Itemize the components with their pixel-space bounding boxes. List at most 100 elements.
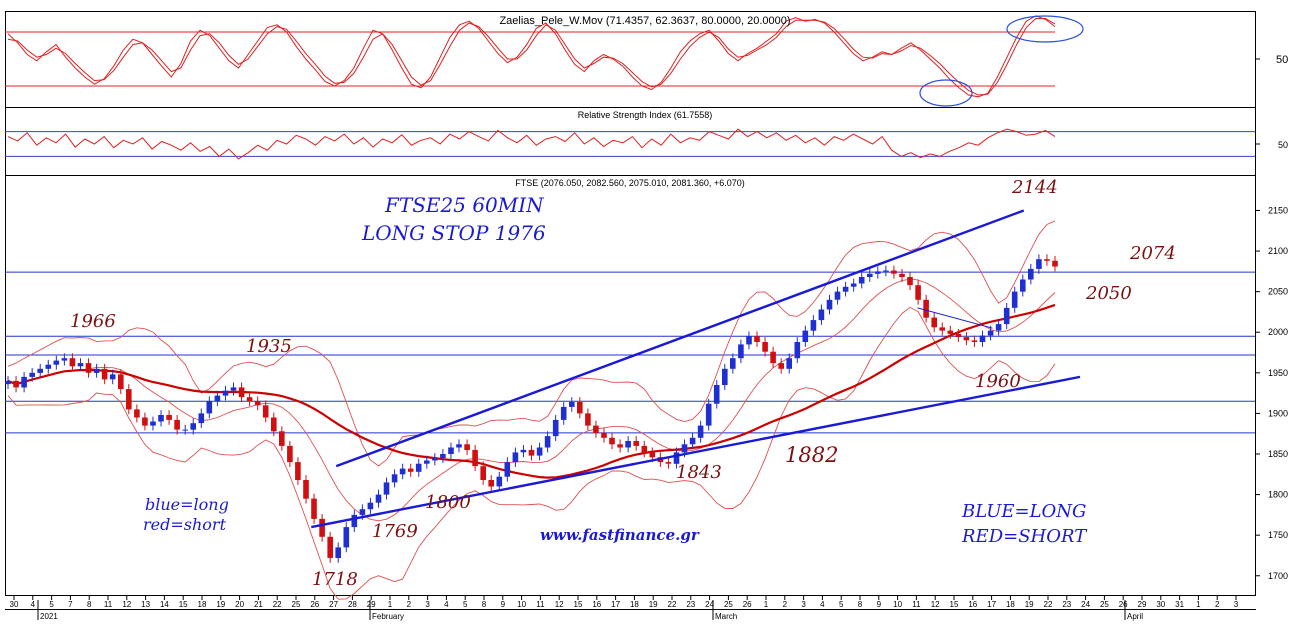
chart-title-line1: FTSE25 60MIN	[384, 193, 545, 217]
x-tick-label-7: 13	[141, 600, 150, 609]
candle-body	[21, 376, 27, 388]
level-2144-label: 2144	[1011, 177, 1058, 198]
candle-body	[271, 417, 277, 432]
candle-body	[77, 363, 84, 367]
candle-body	[206, 401, 213, 414]
month-label-3: April	[1127, 612, 1143, 621]
x-tick-label-20: 1	[388, 600, 393, 609]
candle-body	[415, 463, 422, 472]
x-tick-label-0: 30	[10, 600, 19, 609]
candle-body	[625, 441, 631, 448]
candle-body	[850, 283, 857, 287]
x-tick-label-25: 8	[482, 600, 487, 609]
candle-body	[915, 285, 921, 300]
price-y-tick-label-5: 1950	[1268, 368, 1288, 378]
price-title: FTSE (2076.050, 2082.560, 2075.010, 2081…	[515, 178, 744, 188]
x-tick-label-36: 23	[686, 600, 695, 609]
candle-body	[109, 374, 116, 380]
candle-body	[995, 324, 1002, 331]
candle-body	[174, 419, 180, 430]
level-2050-label: 2050	[1085, 283, 1132, 304]
candle-body	[5, 380, 11, 385]
x-tick-label-27: 10	[517, 600, 526, 609]
candle-body	[520, 449, 527, 453]
x-tick-label-46: 9	[877, 600, 882, 609]
x-tick-label-10: 18	[198, 600, 207, 609]
candle-body	[963, 337, 970, 341]
candle-body	[770, 351, 776, 364]
price-panel-frame	[5, 175, 1256, 596]
candle-body	[826, 299, 833, 310]
candle-body	[907, 277, 913, 286]
candle-body	[126, 389, 132, 410]
price-y-tick-label-6: 2000	[1268, 327, 1288, 337]
level-1718-label: 1718	[312, 569, 358, 590]
candle-body	[875, 271, 881, 274]
candle-body	[762, 342, 768, 352]
x-tick-label-32: 17	[611, 600, 620, 609]
candle-body	[834, 291, 841, 300]
x-tick-label-62: 31	[1175, 600, 1184, 609]
candle-body	[560, 406, 567, 420]
candle-body	[311, 498, 317, 519]
x-tick-label-45: 8	[858, 600, 863, 609]
level-1769-label: 1769	[372, 521, 418, 542]
x-tick-label-31: 16	[592, 600, 601, 609]
x-tick-label-18: 28	[348, 600, 357, 609]
candle-body	[697, 425, 704, 438]
legend-small-short: red=short	[143, 515, 227, 534]
candle-body	[899, 273, 905, 277]
candle-body	[738, 344, 744, 359]
x-tick-label-34: 19	[649, 600, 658, 609]
x-tick-label-58: 25	[1100, 600, 1109, 609]
candle-body	[166, 415, 172, 420]
level-1935-label: 1935	[246, 336, 292, 357]
trendline-0	[335, 209, 1025, 468]
axis-layer: 30 4 5 7 8 11 12 13 14 15 18 19 20 21 22 25 26 27 28 29 1 2 3 4…	[10, 596, 1239, 621]
x-tick-label-5: 11	[104, 600, 113, 609]
candle-body	[681, 444, 688, 453]
candle-body	[1020, 279, 1026, 292]
candle-body	[440, 454, 446, 459]
candle-body	[1036, 259, 1042, 269]
x-tick-label-13: 21	[254, 600, 263, 609]
x-tick-label-59: 26	[1119, 600, 1128, 609]
candle-body	[883, 270, 889, 272]
x-tick-label-28: 11	[536, 600, 545, 609]
trendline-2	[917, 307, 993, 329]
candle-body	[85, 363, 92, 373]
mid-average-line	[7, 278, 1056, 522]
price-y-tick-label-7: 2050	[1268, 287, 1288, 297]
candle-body	[609, 437, 615, 445]
candle-body	[496, 476, 503, 487]
candle-body	[182, 429, 188, 431]
x-tick-label-24: 5	[463, 600, 468, 609]
candle-body	[279, 431, 285, 446]
candle-body	[424, 460, 430, 464]
price-y-tick-label-4: 1900	[1268, 408, 1288, 418]
candle-body	[464, 444, 470, 450]
rsi-series-line	[7, 128, 1056, 160]
candle-body	[13, 380, 19, 388]
x-tick-label-37: 24	[705, 600, 714, 609]
x-tick-label-52: 17	[987, 600, 996, 609]
website-label: www.fastfinance.gr	[540, 526, 700, 544]
candle-body	[214, 395, 221, 402]
x-tick-label-57: 24	[1081, 600, 1090, 609]
oscillator-y-tick-label-0: 50	[1276, 54, 1288, 66]
candle-body	[754, 336, 760, 342]
x-tick-label-6: 12	[122, 600, 131, 609]
candle-body	[1044, 259, 1050, 261]
rsi-y-tick-label-0: 50	[1278, 140, 1288, 150]
trendline-1	[311, 375, 1081, 529]
candle-body	[512, 452, 519, 463]
candle-body	[552, 419, 559, 437]
candle-body	[705, 403, 712, 426]
candle-body	[303, 480, 309, 499]
candle-body	[383, 482, 390, 495]
level-1800-label: 1800	[425, 492, 471, 513]
candle-body	[359, 509, 366, 515]
candle-body	[287, 445, 293, 463]
oversold-highlight	[919, 79, 973, 107]
oscillator-title: Zaelias_Pele_W.Mov (71.4357, 62.3637, 80…	[499, 15, 790, 27]
